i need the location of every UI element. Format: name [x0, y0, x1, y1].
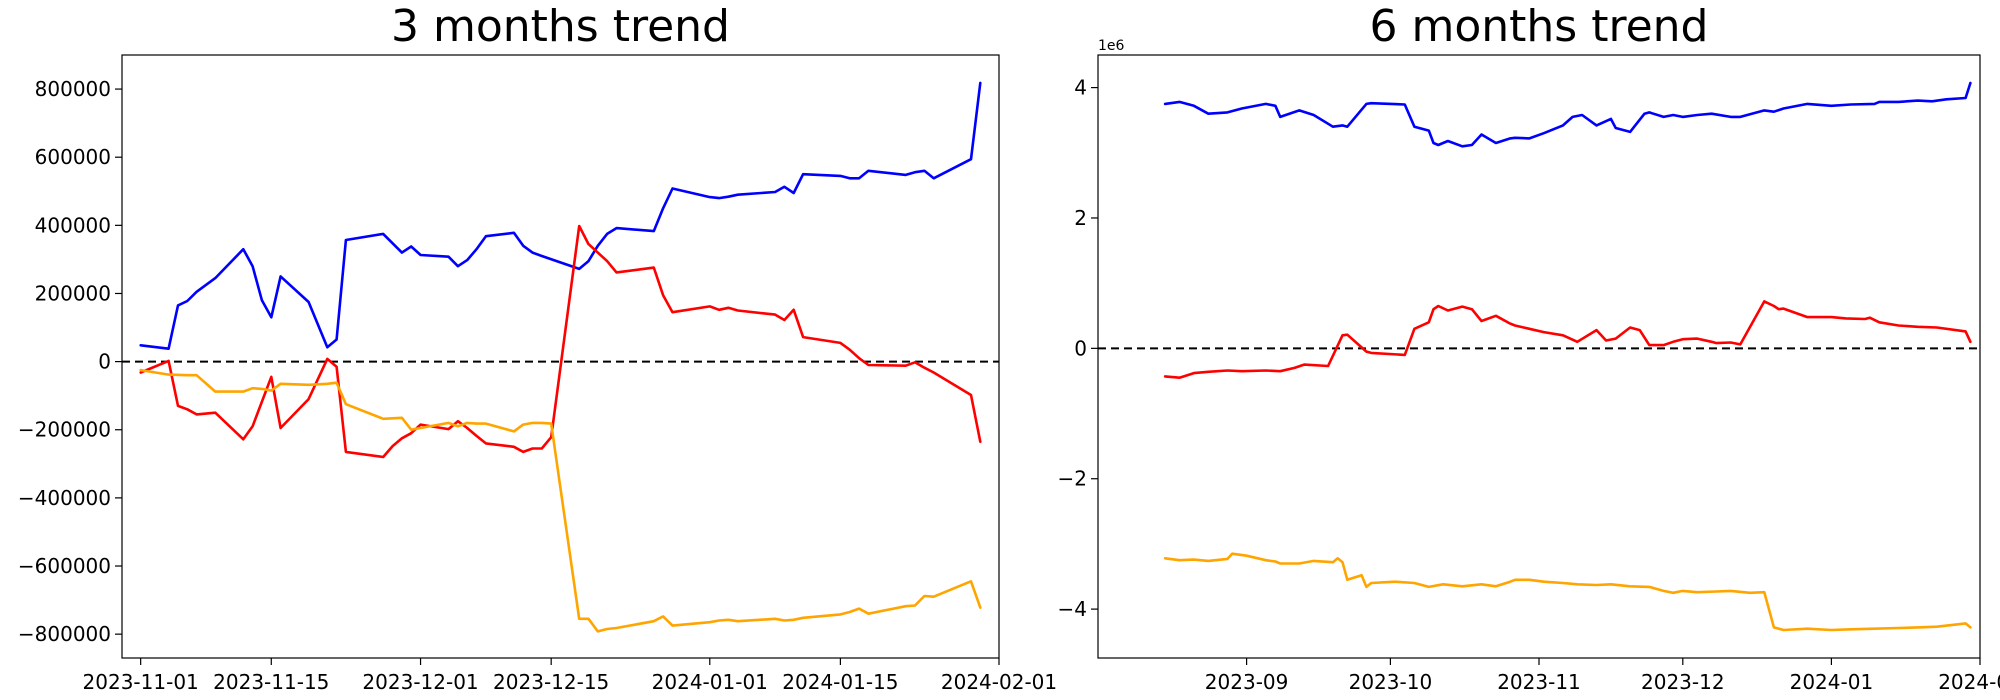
y-tick-label: 0 — [98, 350, 111, 374]
y-tick-label: −200000 — [18, 418, 111, 442]
x-tick-label: 2023-11 — [1497, 670, 1581, 694]
x-tick-label: 2023-12-15 — [493, 670, 609, 694]
y-tick-label: −4 — [1058, 597, 1087, 621]
x-tick-label: 2023-11-01 — [83, 670, 199, 694]
series-line-1 — [1163, 300, 1972, 380]
chart-title: 3 months trend — [391, 1, 730, 52]
y-tick-label: 400000 — [35, 213, 111, 237]
x-tick-label: 2023-12 — [1641, 670, 1725, 694]
chart-3-months: 3 months trend −800000 −600000 −400000 −2000… — [18, 1, 1057, 694]
series-line-2 — [1163, 552, 1972, 632]
plot-frame — [121, 54, 1000, 659]
x-tick-label: 2024-02 — [1938, 670, 2000, 694]
y-tick-label: 600000 — [35, 145, 111, 169]
y-tick-label: −600000 — [18, 554, 111, 578]
x-tick-label: 2023-12-01 — [362, 670, 478, 694]
x-tick-label: 2024-02-01 — [941, 670, 1057, 694]
y-tick-label: 2 — [1074, 206, 1087, 230]
x-tick-label: 2023-09 — [1205, 670, 1289, 694]
plot-frame — [1097, 54, 1981, 659]
y-tick-label: 0 — [1074, 336, 1087, 360]
x-tick-label: 2024-01-01 — [652, 670, 768, 694]
chart-title: 6 months trend — [1370, 1, 1709, 52]
y-scale-multiplier: 1e6 — [1098, 38, 1125, 54]
x-tick-label: 2024-01 — [1790, 670, 1874, 694]
y-tick-label: 800000 — [35, 77, 111, 101]
chart-6-months: 6 months trend −4 −2 0 2 4 2023-09 2023-10 2023-… — [1058, 1, 2000, 694]
y-tick-label: −800000 — [18, 622, 111, 646]
y-tick-label: 200000 — [35, 281, 111, 305]
y-tick-label: −2 — [1058, 467, 1087, 491]
x-tick-label: 2023-11-15 — [213, 670, 329, 694]
series-line-0 — [1163, 81, 1972, 148]
x-tick-label: 2023-10 — [1349, 670, 1433, 694]
series-line-0 — [139, 81, 982, 351]
y-tick-label: 4 — [1074, 76, 1087, 100]
x-tick-label: 2024-01-15 — [782, 670, 898, 694]
series-line-2 — [139, 368, 982, 633]
y-tick-label: −400000 — [18, 486, 111, 510]
series-line-1 — [139, 224, 982, 459]
